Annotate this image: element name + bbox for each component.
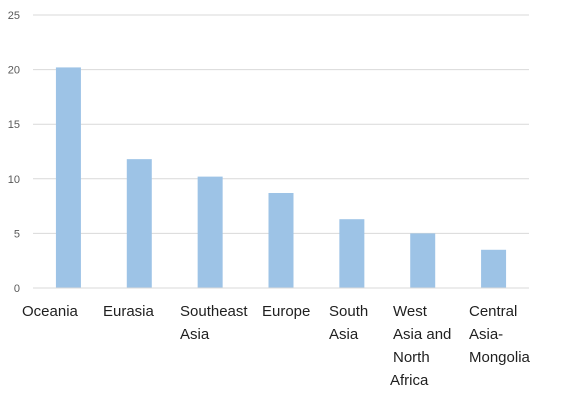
bar-central-asia-mongolia — [481, 249, 507, 288]
x-category-label: Oceania — [22, 303, 79, 320]
bars — [55, 67, 507, 288]
bar-oceania — [55, 67, 81, 288]
y-tick-label: 15 — [8, 119, 20, 131]
x-category-label: Southeast Asia — [180, 303, 248, 343]
bar-europe — [268, 192, 294, 288]
gridlines — [33, 14, 529, 234]
bar-eurasia — [126, 159, 152, 288]
x-category-label: Central Asia-Mongolia — [469, 303, 531, 366]
bar-west-asia-and-north-africa — [410, 233, 436, 288]
bar-southeast-asia — [197, 176, 223, 288]
y-tick-label: 10 — [8, 174, 20, 186]
x-category-label: Eurasia — [103, 303, 155, 320]
y-tick-label: 25 — [8, 10, 20, 22]
y-tick-label: 0 — [14, 283, 20, 295]
y-axis-tick-labels: 0 5 10 15 20 25 — [8, 10, 20, 295]
y-tick-label: 5 — [14, 228, 20, 240]
x-category-label: West Asia and North Africa — [390, 303, 451, 389]
x-category-label: South Asia — [329, 303, 368, 343]
bar-south-asia — [339, 219, 365, 288]
y-tick-label: 20 — [8, 65, 20, 77]
x-axis-category-labels: Oceania Eurasia Southeast Asia Europe South As… — [22, 303, 531, 389]
x-category-label: Europe — [262, 303, 310, 320]
